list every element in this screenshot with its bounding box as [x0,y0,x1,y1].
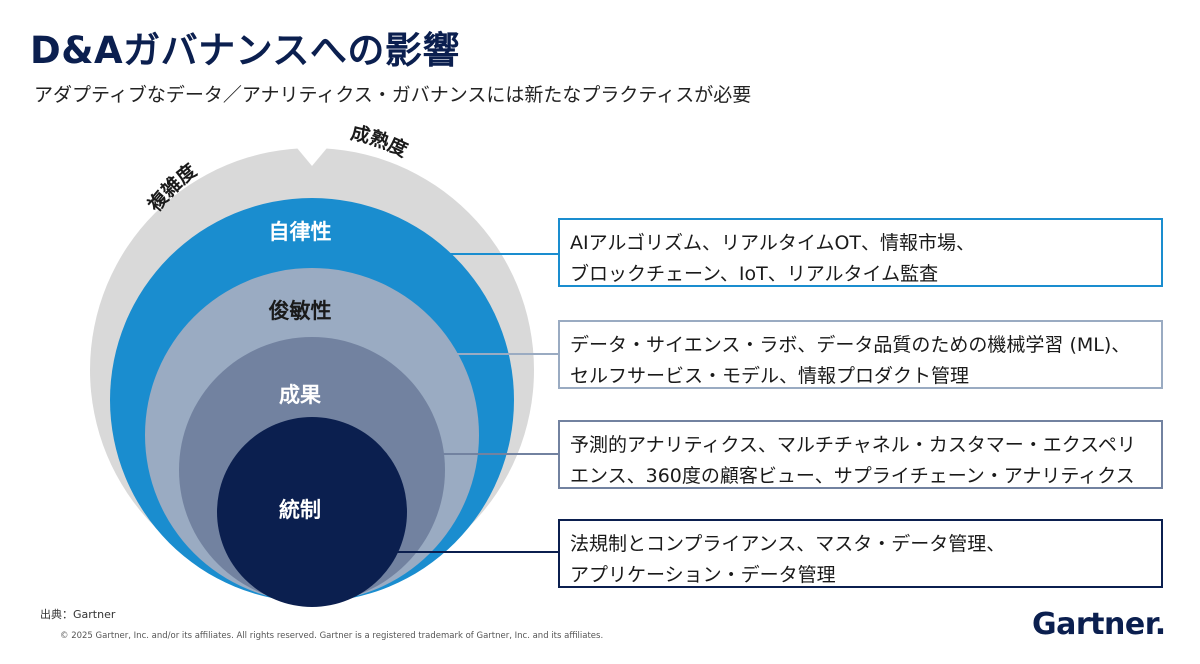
source-note: 出典：Gartner [40,608,116,621]
level-label-outcome: 成果 [279,383,321,407]
level-label-control: 統制 [279,498,321,522]
callout-outcome: 予測的アナリティクス、マルチチャネル・カスタマー・エクスペリ エンス、360度の… [558,420,1163,489]
level-label-autonomy: 自律性 [269,220,332,244]
callout-control: 法規制とコンプライアンス、マスタ・データ管理、 アプリケーション・データ管理 [558,519,1163,588]
copyright-notice: © 2025 Gartner, Inc. and/or its affiliat… [60,631,604,641]
circle-control [217,417,407,607]
page-subtitle: アダプティブなデータ／アナリティクス・ガバナンスには新たなプラクティスが必要 [34,84,752,106]
page-title: D&Aガバナンスへの影響 [30,29,460,72]
gartner-logo: Gartner. [1032,607,1166,642]
callout-autonomy: AIアルゴリズム、リアルタイムOT、情報市場、 ブロックチェーン、IoT、リアル… [558,218,1163,287]
outer-ring-notch [272,118,352,166]
level-label-agility: 俊敏性 [269,299,332,323]
callout-agility: データ・サイエンス・ラボ、データ品質のための機械学習 (ML)、 セルフサービス… [558,320,1163,389]
